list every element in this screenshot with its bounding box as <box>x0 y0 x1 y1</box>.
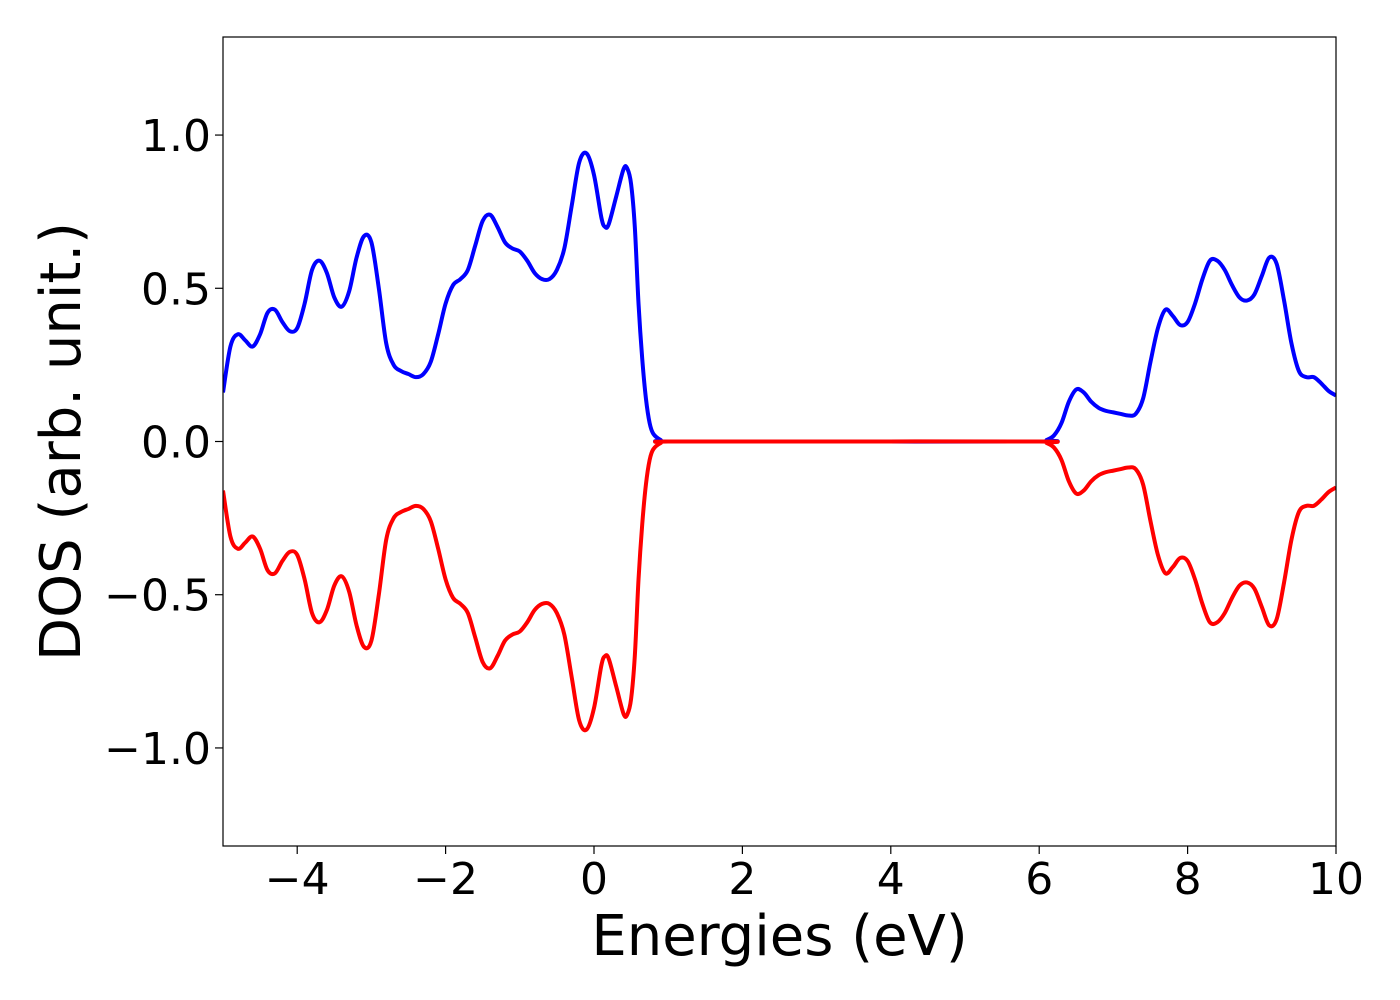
x-tick-label: 4 <box>877 854 905 905</box>
y-axis: 1.0 0.5 0.0 −0.5 −1.0 <box>104 111 223 775</box>
x-tick-label: −4 <box>265 854 330 905</box>
series-line-1 <box>223 150 1336 444</box>
y-tick-label: 1.0 <box>141 111 211 162</box>
y-tick-label: −0.5 <box>104 571 211 622</box>
x-tick-label: 2 <box>728 854 756 905</box>
y-tick-label: −1.0 <box>104 724 211 775</box>
x-tick-label: 8 <box>1174 854 1202 905</box>
x-axis: −4 −2 0 2 4 6 8 10 <box>265 846 1364 905</box>
y-axis-label: DOS (arb. unit.) <box>29 222 94 661</box>
x-tick-label: −2 <box>413 854 478 905</box>
x-axis-label: Energies (eV) <box>591 904 967 969</box>
y-tick-label: 0.0 <box>141 418 211 469</box>
series-layer <box>223 150 1336 733</box>
x-tick-label: 0 <box>580 854 608 905</box>
series-line-2 <box>223 439 1336 733</box>
y-tick-label: 0.5 <box>141 264 211 315</box>
x-tick-label: 6 <box>1025 854 1053 905</box>
x-tick-label: 10 <box>1308 854 1364 905</box>
